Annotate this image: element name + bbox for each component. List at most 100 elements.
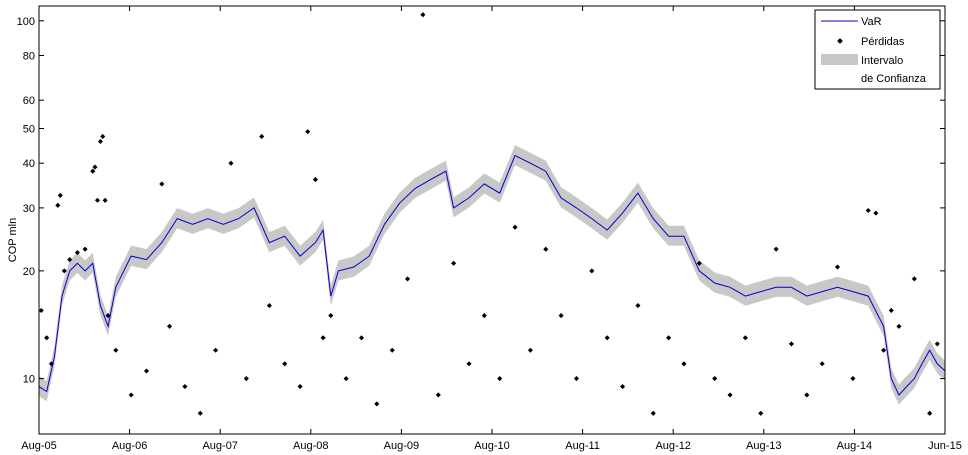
loss-point [100, 133, 106, 139]
var-line-layer [38, 154, 946, 396]
y-tick-label: 60 [23, 95, 35, 107]
loss-point [481, 313, 487, 319]
loss-point [92, 164, 98, 170]
loss-point [90, 168, 96, 174]
loss-point [558, 313, 564, 319]
loss-point [773, 246, 779, 252]
x-tick-label: Aug-06 [112, 440, 147, 452]
loss-point [312, 177, 318, 183]
loss-point [113, 347, 119, 353]
loss-point [573, 376, 580, 382]
loss-point [819, 361, 825, 367]
legend-interval-label-1: Intervalo [861, 55, 903, 67]
loss-point [435, 392, 441, 398]
loss-point [620, 384, 626, 390]
loss-point [67, 257, 73, 263]
loss-point [497, 376, 503, 382]
legend: VaR Pérdidas Intervalo de Confianza [814, 9, 941, 90]
loss-point [696, 260, 702, 266]
loss-point [61, 268, 67, 274]
loss-point [197, 410, 203, 416]
loss-point [758, 410, 764, 416]
loss-point [888, 307, 894, 314]
loss-point [259, 133, 265, 140]
legend-interval-swatch [821, 54, 858, 65]
x-tick-label: Aug-14 [837, 440, 872, 452]
loss-point [282, 361, 288, 367]
loss-point [57, 192, 63, 198]
loss-point [328, 313, 334, 319]
loss-point [74, 250, 80, 256]
loss-point [742, 335, 748, 341]
loss-point [374, 401, 380, 407]
loss-point [358, 335, 365, 341]
loss-point [128, 392, 134, 398]
loss-point [896, 323, 902, 329]
var-line [38, 154, 946, 396]
loss-point [213, 347, 219, 353]
loss-point [320, 335, 326, 341]
loss-point [466, 361, 472, 367]
loss-point [55, 202, 61, 208]
y-tick-label: 30 [23, 203, 35, 215]
loss-point [788, 341, 794, 347]
loss-point [927, 410, 933, 416]
loss-point [228, 160, 234, 166]
loss-point [297, 383, 303, 390]
loss-point [159, 181, 165, 187]
x-tick-label: Aug-13 [746, 440, 781, 452]
loss-point [343, 376, 349, 382]
loss-point [420, 12, 426, 18]
confidence-interval-band [39, 145, 945, 405]
legend-var-label: VaR [861, 16, 882, 28]
loss-point [911, 276, 917, 282]
x-tick-label: Aug-09 [384, 440, 419, 452]
y-tick-label: 50 [23, 124, 35, 136]
loss-point [635, 303, 641, 309]
loss-point [650, 410, 656, 416]
loss-point [166, 323, 173, 329]
loss-point [727, 392, 733, 398]
legend-interval-label-2: de Confianza [861, 73, 927, 85]
y-tick-label: 20 [23, 266, 35, 278]
x-tick-label: Aug-07 [202, 440, 237, 452]
loss-point [182, 384, 188, 390]
loss-point [834, 264, 841, 270]
x-tick-label: Jun-15 [928, 440, 962, 452]
loss-point [512, 224, 518, 230]
loss-point [94, 197, 101, 203]
legend-losses-label: Pérdidas [861, 36, 905, 48]
y-axis: 10 20 30 40 50 60 80 100 [17, 16, 945, 386]
loss-point [850, 376, 856, 382]
x-tick-label: Aug-08 [293, 440, 328, 452]
loss-point [604, 335, 610, 341]
loss-point [804, 392, 810, 398]
loss-point [527, 347, 533, 353]
loss-point [143, 368, 150, 374]
x-tick-label: Aug-11 [565, 440, 600, 452]
loss-point [243, 376, 249, 382]
loss-point [405, 276, 411, 282]
y-tick-label: 40 [23, 158, 35, 170]
loss-point [589, 268, 595, 274]
loss-point [865, 207, 871, 214]
loss-point [543, 246, 549, 252]
loss-point [934, 341, 940, 347]
x-tick-label: Aug-05 [21, 440, 56, 452]
loss-point [451, 260, 457, 266]
loss-point [881, 347, 887, 353]
loss-point [712, 376, 718, 382]
loss-point [389, 347, 395, 353]
legend-box [814, 9, 941, 90]
loss-point [873, 210, 879, 216]
x-tick-label: Aug-10 [474, 440, 509, 452]
y-tick-label: 80 [23, 50, 35, 62]
legend-losses-swatch [837, 38, 843, 44]
loss-point [97, 138, 103, 145]
loss-point [102, 197, 108, 203]
x-tick-label: Aug-12 [655, 440, 690, 452]
loss-point [44, 335, 50, 341]
loss-point [266, 303, 272, 309]
loss-point [666, 335, 672, 341]
